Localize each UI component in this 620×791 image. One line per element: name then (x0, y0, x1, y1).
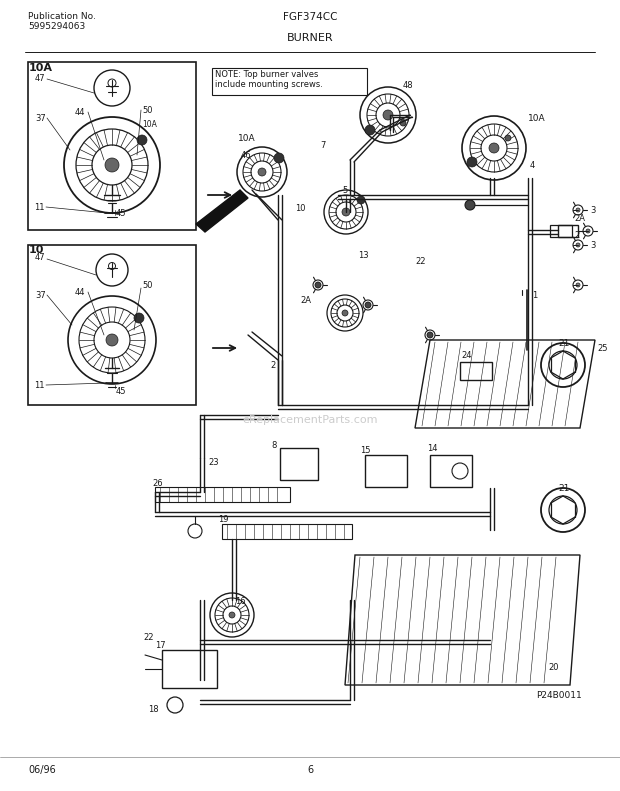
Text: 20: 20 (548, 664, 559, 672)
Bar (365, 455, 407, 487)
Circle shape (357, 196, 365, 204)
Circle shape (576, 283, 580, 287)
Bar (28, 62, 196, 230)
Text: P24B0011: P24B0011 (536, 691, 582, 699)
Circle shape (315, 282, 321, 288)
Text: 19: 19 (218, 516, 229, 524)
Text: 2A: 2A (574, 214, 585, 222)
Text: 44: 44 (75, 287, 86, 297)
Text: 14: 14 (427, 444, 438, 452)
Bar (222, 524, 352, 539)
Bar (558, 225, 578, 237)
Circle shape (505, 135, 511, 141)
Circle shape (274, 153, 284, 163)
Text: 10A: 10A (29, 63, 53, 73)
Bar (280, 448, 318, 480)
Circle shape (467, 157, 477, 167)
Circle shape (316, 283, 320, 287)
Circle shape (106, 334, 118, 346)
Bar (212, 68, 367, 95)
Text: 17: 17 (155, 642, 166, 650)
Circle shape (342, 310, 348, 316)
Text: 45: 45 (116, 387, 126, 396)
Bar (430, 455, 472, 487)
Text: 8: 8 (271, 441, 277, 449)
Text: 50: 50 (142, 281, 153, 290)
Text: 3: 3 (590, 206, 595, 214)
Bar (460, 362, 492, 380)
Text: 10A: 10A (238, 134, 255, 142)
Circle shape (576, 208, 580, 212)
Text: 21: 21 (558, 339, 569, 347)
Text: 46: 46 (241, 150, 252, 160)
Text: 15: 15 (360, 445, 371, 455)
Text: 37: 37 (35, 113, 46, 123)
Text: 45: 45 (116, 209, 126, 218)
Text: 47: 47 (35, 74, 46, 82)
Circle shape (137, 135, 147, 145)
Text: 13: 13 (358, 251, 369, 259)
Text: 1: 1 (532, 290, 538, 300)
Circle shape (342, 208, 350, 216)
Text: 25: 25 (597, 343, 608, 353)
Text: FGF374CC: FGF374CC (283, 12, 337, 22)
Text: 2A: 2A (300, 296, 311, 305)
Circle shape (400, 120, 406, 126)
Text: 7: 7 (320, 141, 326, 149)
Circle shape (383, 110, 393, 120)
Text: 2: 2 (574, 230, 579, 240)
Text: 5995294063: 5995294063 (28, 22, 86, 31)
Bar (155, 487, 290, 502)
Text: 10: 10 (29, 245, 45, 255)
Text: 26: 26 (152, 479, 162, 487)
Text: Publication No.: Publication No. (28, 12, 96, 21)
Text: 4: 4 (530, 161, 535, 169)
Circle shape (105, 158, 119, 172)
Text: eReplacementParts.com: eReplacementParts.com (242, 415, 378, 425)
Text: 10A: 10A (528, 113, 546, 123)
Text: 11: 11 (34, 380, 45, 389)
Text: 22: 22 (143, 633, 154, 642)
Text: 11: 11 (34, 202, 45, 211)
Circle shape (365, 125, 375, 135)
Circle shape (586, 229, 590, 233)
Text: 22: 22 (415, 258, 425, 267)
Text: 23: 23 (208, 457, 219, 467)
Bar (28, 245, 196, 405)
Text: 06/96: 06/96 (28, 765, 56, 775)
Polygon shape (196, 190, 248, 232)
Circle shape (229, 612, 235, 618)
Text: BURNER: BURNER (286, 33, 334, 43)
Text: 3: 3 (590, 240, 595, 249)
Text: 48: 48 (403, 81, 414, 89)
Text: 24: 24 (461, 350, 471, 359)
Circle shape (366, 303, 370, 307)
Circle shape (134, 313, 144, 323)
Text: 47: 47 (35, 253, 46, 263)
Text: 18: 18 (148, 706, 159, 714)
Text: 16: 16 (235, 597, 246, 607)
Circle shape (428, 333, 432, 337)
Text: 10: 10 (295, 203, 306, 213)
Bar (550, 225, 572, 237)
Text: 21: 21 (558, 483, 569, 493)
Circle shape (576, 243, 580, 247)
Circle shape (489, 143, 499, 153)
Text: 37: 37 (35, 290, 46, 300)
Circle shape (258, 168, 266, 176)
Text: 10A: 10A (142, 119, 157, 128)
Bar (162, 650, 217, 688)
Text: 5: 5 (342, 186, 347, 195)
Text: 2: 2 (270, 361, 275, 369)
Circle shape (427, 332, 433, 338)
Text: NOTE: Top burner valves
include mounting screws.: NOTE: Top burner valves include mounting… (215, 70, 323, 89)
Text: 50: 50 (142, 105, 153, 115)
Circle shape (365, 302, 371, 308)
Text: 6: 6 (307, 765, 313, 775)
Circle shape (465, 200, 475, 210)
Text: 44: 44 (75, 108, 86, 116)
